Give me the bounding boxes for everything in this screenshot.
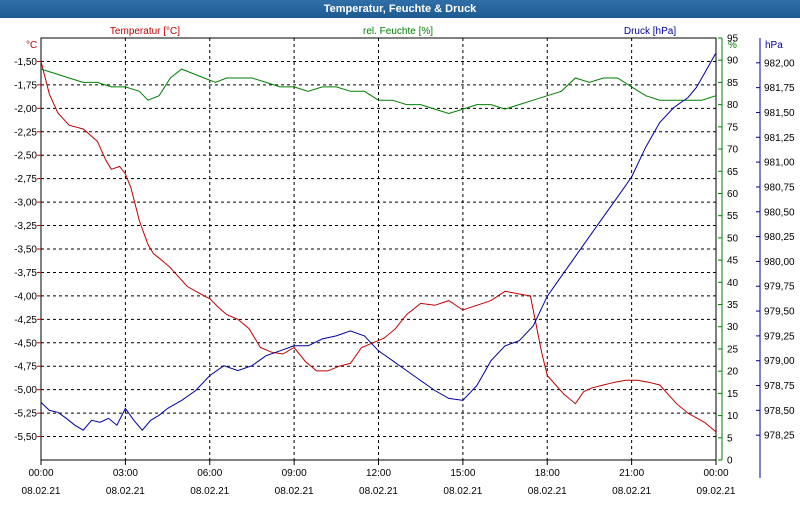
x-tick-date: 08.02.21	[612, 486, 651, 497]
x-tick-time: 00:00	[703, 468, 728, 479]
humidity-tick-label: 65	[727, 167, 739, 178]
series-layer	[40, 52, 717, 433]
humidity-tick-label: 0	[727, 456, 733, 467]
humidity-tick-label: 15	[727, 389, 739, 400]
temperature-tick-label: -4,00	[14, 291, 37, 302]
grid-layer	[37, 37, 761, 478]
humidity-tick-label: 85	[727, 78, 739, 89]
humidity-tick-label: 10	[727, 411, 739, 422]
temperature-tick-label: -1,75	[14, 80, 37, 91]
x-tick-time: 21:00	[619, 468, 644, 479]
x-tick-time: 03:00	[113, 468, 138, 479]
x-tick-time: 12:00	[366, 468, 391, 479]
humidity-tick-label: 60	[727, 189, 739, 200]
humidity-axis-unit: %	[728, 40, 737, 51]
temperature-tick-label: -2,75	[14, 174, 37, 185]
humidity-tick-label: 40	[727, 278, 739, 289]
pressure-tick-label: 979,00	[764, 356, 795, 367]
x-tick-date: 08.02.21	[443, 486, 482, 497]
x-tick-date: 09.02.21	[697, 486, 736, 497]
pressure-tick-label: 978,25	[764, 431, 795, 442]
window-title-bar: Temperatur, Feuchte & Druck	[0, 0, 800, 18]
x-tick-time: 06:00	[197, 468, 222, 479]
humidity-tick-label: 25	[727, 344, 739, 355]
humidity-tick-label: 70	[727, 145, 739, 156]
x-tick-date: 08.02.21	[275, 486, 314, 497]
pressure-tick-label: 979,75	[764, 282, 795, 293]
humidity-tick-label: 30	[727, 322, 739, 333]
humidity-axis-label: rel. Feuchte [%]	[363, 26, 433, 37]
pressure-axis-unit: hPa	[765, 40, 783, 51]
x-tick-date: 08.02.21	[359, 486, 398, 497]
x-tick-time: 15:00	[450, 468, 475, 479]
pressure-tick-label: 980,75	[764, 182, 795, 193]
humidity-series-line	[40, 68, 717, 115]
x-tick-date: 08.02.21	[106, 486, 145, 497]
humidity-tick-label: 75	[727, 122, 739, 133]
temperature-tick-label: -2,50	[14, 151, 37, 162]
temperature-tick-label: -5,25	[14, 409, 37, 420]
pressure-tick-label: 981,50	[764, 108, 795, 119]
pressure-tick-label: 980,50	[764, 207, 795, 218]
pressure-tick-label: 981,00	[764, 158, 795, 169]
temperature-axis-label: Temperatur [°C]	[110, 26, 180, 37]
pressure-tick-label: 980,25	[764, 232, 795, 243]
temperature-tick-label: -4,75	[14, 362, 37, 373]
temperature-tick-label: -4,25	[14, 315, 37, 326]
humidity-tick-label: 80	[727, 100, 739, 111]
x-tick-date: 08.02.21	[190, 486, 229, 497]
pressure-tick-label: 979,50	[764, 307, 795, 318]
temperature-tick-label: -2,25	[14, 127, 37, 138]
x-tick-time: 18:00	[535, 468, 560, 479]
humidity-tick-label: 20	[727, 367, 739, 378]
pressure-tick-label: 981,75	[764, 83, 795, 94]
x-tick-time: 00:00	[28, 468, 53, 479]
temperature-tick-label: -5,50	[14, 432, 37, 443]
temperature-tick-label: -3,25	[14, 221, 37, 232]
humidity-tick-label: 5	[727, 433, 733, 444]
temperature-tick-label: -4,50	[14, 338, 37, 349]
pressure-tick-label: 982,00	[764, 58, 795, 69]
chart-svg: °C Temperatur [°C] rel. Feuchte [%] Druc…	[14, 26, 795, 497]
x-tick-time: 09:00	[282, 468, 307, 479]
temperature-series-line	[40, 61, 717, 433]
pressure-tick-label: 980,00	[764, 257, 795, 268]
temperature-tick-label: -3,75	[14, 268, 37, 279]
temperature-tick-label: -3,50	[14, 245, 37, 256]
temperature-tick-label: -5,00	[14, 385, 37, 396]
humidity-tick-label: 90	[727, 56, 739, 67]
x-tick-date: 08.02.21	[22, 486, 61, 497]
x-tick-date: 08.02.21	[528, 486, 567, 497]
temperature-axis-unit: °C	[26, 40, 37, 51]
pressure-tick-label: 979,25	[764, 331, 795, 342]
humidity-tick-label: 95	[727, 34, 739, 45]
temperature-tick-label: -1,50	[14, 57, 37, 68]
pressure-tick-label: 978,50	[764, 406, 795, 417]
humidity-tick-label: 35	[727, 300, 739, 311]
pressure-tick-label: 978,75	[764, 381, 795, 392]
humidity-tick-label: 45	[727, 256, 739, 267]
temperature-tick-label: -3,00	[14, 198, 37, 209]
pressure-axis-label: Druck [hPa]	[624, 26, 676, 37]
axis-layer: °C Temperatur [°C] rel. Feuchte [%] Druc…	[14, 26, 795, 497]
temperature-tick-label: -2,00	[14, 104, 37, 115]
pressure-series-line	[40, 52, 717, 431]
pressure-tick-label: 981,25	[764, 133, 795, 144]
chart-area: °C Temperatur [°C] rel. Feuchte [%] Druc…	[0, 18, 800, 500]
chart-title: Temperatur, Feuchte & Druck	[323, 3, 477, 15]
humidity-tick-label: 50	[727, 233, 739, 244]
humidity-tick-label: 55	[727, 211, 739, 222]
